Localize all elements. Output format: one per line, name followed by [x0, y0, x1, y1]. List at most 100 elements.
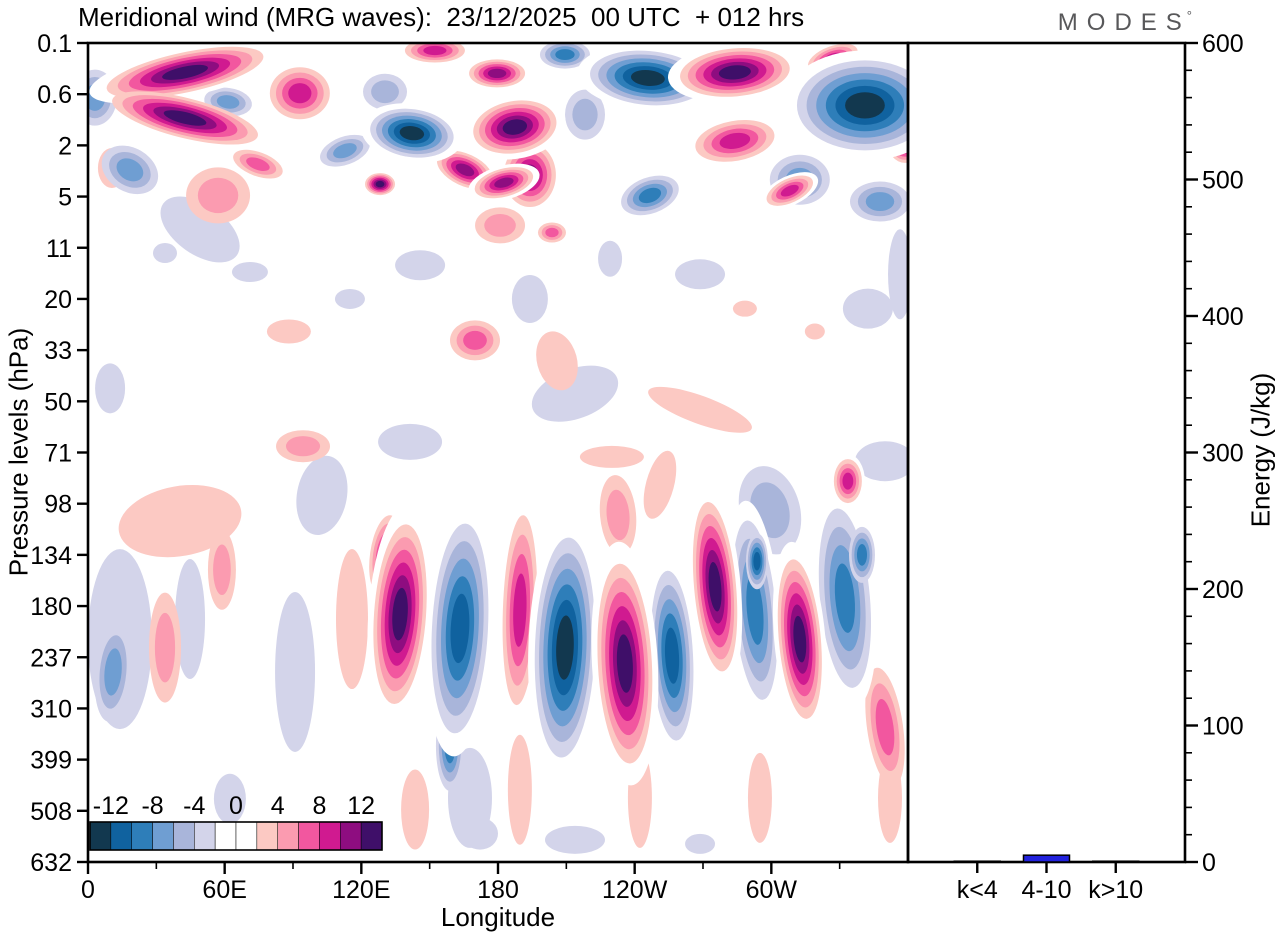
negative-anomaly [888, 229, 908, 320]
negative-anomaly [855, 441, 908, 482]
modes-logo-text: MODES [1057, 9, 1191, 36]
contour-band [197, 177, 239, 214]
contour-band [160, 196, 240, 263]
contour-band [753, 551, 761, 571]
colorbar-label: -12 [93, 792, 129, 820]
pressure-tick-label: 5 [58, 184, 72, 212]
negative-anomaly [213, 773, 246, 824]
contour-band [213, 544, 231, 596]
pressure-tick-label: 399 [30, 747, 72, 775]
contour-band [842, 472, 854, 490]
contour-band [494, 177, 514, 188]
positive-anomaly [266, 319, 311, 344]
negative-anomaly [782, 50, 908, 161]
energy-bar [1092, 860, 1140, 863]
contour-band [845, 92, 885, 119]
contour-band [579, 445, 644, 468]
colorbar-label: -8 [141, 792, 163, 820]
contour-band [572, 98, 598, 131]
pressure-tick-label: 0.1 [37, 30, 72, 58]
longitude-tick-label: 60W [746, 876, 798, 904]
modes-logo-mark: ° [1186, 8, 1192, 23]
pressure-tick-label: 11 [46, 235, 72, 263]
modes-logo: MODES° [1058, 8, 1192, 37]
contour-band [502, 119, 528, 135]
positive-anomaly [579, 445, 644, 468]
colorbar-label: 4 [271, 792, 285, 820]
positive-anomaly [536, 331, 578, 391]
contour-band [484, 214, 516, 237]
contour-band [664, 627, 680, 684]
colorbar-segment [214, 821, 237, 851]
negative-anomaly [152, 243, 177, 264]
negative-anomaly [511, 274, 548, 323]
positive-anomaly [599, 475, 637, 555]
contour-band [296, 455, 348, 536]
colorbar-segment [256, 821, 278, 851]
contour-band [118, 484, 242, 558]
negative-anomaly [539, 43, 590, 69]
positive-anomaly [186, 167, 251, 224]
pressure-tick-label: 134 [30, 542, 72, 570]
longitude-axis-title: Longitude [440, 902, 556, 932]
energy-bar [953, 860, 1001, 863]
positive-anomaly [648, 386, 752, 433]
positive-anomaly [747, 752, 772, 843]
contour-band [392, 587, 408, 641]
longitude-tick-label: 180 [477, 876, 519, 904]
negative-anomaly [685, 833, 716, 854]
contour-band [834, 563, 856, 633]
contour-band [116, 158, 144, 182]
negative-anomaly [645, 552, 699, 760]
negative-anomaly [425, 500, 495, 757]
contour-band [507, 734, 532, 845]
colorbar: -12 -8 -4 0 4 8 12 [89, 792, 383, 851]
contour-band [104, 648, 122, 696]
contour-band [333, 143, 357, 159]
positive-anomaly [468, 163, 540, 202]
contour-band [513, 573, 527, 647]
colorbar-frame [89, 821, 383, 851]
negative-anomaly [848, 526, 875, 583]
contour-band [719, 132, 751, 149]
positive-anomaly [643, 450, 677, 519]
positive-anomaly [276, 430, 331, 463]
colorbar-segment [194, 821, 216, 851]
longitude-tick-label: 60E [202, 876, 246, 904]
contour-band [630, 69, 665, 86]
negative-anomaly [94, 622, 132, 722]
positive-anomaly [591, 541, 659, 786]
energy-bar [1022, 854, 1071, 863]
contour-band [545, 227, 559, 238]
contour-band [511, 274, 548, 323]
contour-band [732, 300, 757, 317]
positive-anomaly [537, 222, 566, 243]
pressure-tick-label: 237 [30, 644, 72, 672]
negative-anomaly [378, 423, 443, 460]
pressure-tick-label: 71 [44, 440, 72, 468]
contour-band [395, 250, 446, 281]
negative-anomaly [360, 103, 463, 164]
category-label: k>10 [1088, 876, 1143, 904]
contour-band [455, 163, 475, 177]
figure-title: Meridional wind (MRG waves): 23/12/2025 … [78, 2, 805, 32]
pressure-tick-label: 180 [30, 593, 72, 621]
contour-band [450, 593, 470, 664]
negative-anomaly [296, 455, 348, 536]
contour-band [246, 157, 270, 171]
energy-tick-label: 600 [1202, 30, 1244, 58]
contour-band [463, 330, 487, 350]
negative-anomaly [320, 134, 370, 167]
contour-band [275, 591, 316, 752]
negative-anomaly [175, 559, 206, 680]
contour-band [285, 436, 321, 457]
positive-anomaly [865, 667, 905, 787]
contour-field [88, 43, 908, 854]
contour-band [555, 49, 575, 60]
contour-band [842, 288, 893, 329]
colorbar-segment [360, 821, 383, 851]
energy-axis-title: Energy (J/kg) [1245, 372, 1276, 528]
negative-anomaly [395, 250, 446, 281]
negative-anomaly [614, 171, 686, 220]
